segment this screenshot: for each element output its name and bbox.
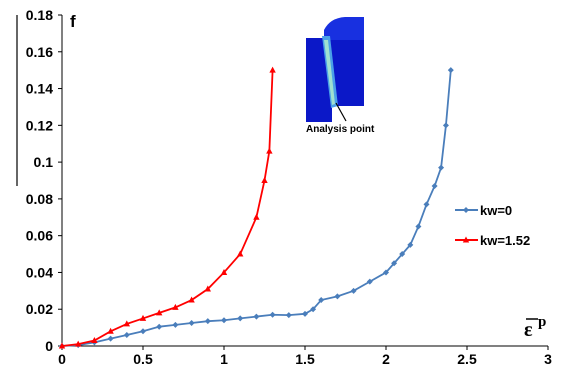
data-point-diamond	[140, 328, 146, 335]
data-point-triangle	[139, 314, 147, 321]
data-point-diamond	[431, 183, 438, 190]
data-point-triangle	[220, 268, 228, 275]
inset-shear-band-core	[324, 40, 335, 105]
data-point-triangle	[204, 285, 211, 292]
x-tick-label: 1.5	[295, 351, 315, 367]
series-1	[58, 66, 276, 349]
y-tick-label: 0.1	[34, 154, 54, 170]
data-point-diamond	[350, 287, 357, 294]
inset-pointer-line	[335, 102, 347, 122]
data-point-diamond	[204, 318, 211, 325]
data-point-diamond	[391, 260, 398, 267]
x-tick-label: 2	[382, 351, 390, 367]
data-point-diamond	[438, 164, 445, 171]
data-point-triangle	[266, 147, 273, 154]
data-point-diamond	[423, 201, 430, 208]
data-point-diamond	[107, 335, 114, 342]
x-axis-label-superscript: p	[538, 314, 546, 330]
x-axis-label: ε p	[524, 314, 546, 341]
data-point-diamond	[447, 67, 454, 74]
inset-image: Analysis point	[306, 17, 375, 135]
y-tick-label: 0.04	[26, 264, 53, 280]
data-point-diamond	[221, 317, 227, 324]
data-point-diamond	[415, 223, 422, 230]
x-axis-label-symbol: ε	[524, 319, 533, 341]
x-tick-label: 0.5	[133, 351, 153, 367]
data-point-diamond	[334, 293, 341, 300]
inset-part-lower	[306, 80, 332, 122]
data-point-diamond	[407, 241, 414, 248]
y-tick-label: 0.02	[26, 301, 53, 317]
series-line	[61, 70, 452, 347]
y-tick-label: 0.08	[26, 191, 53, 207]
legend-label: kw=0	[480, 203, 512, 218]
data-point-diamond	[366, 278, 373, 285]
inset-part-top	[324, 17, 364, 40]
legend-item: kw=1.52	[455, 233, 530, 248]
data-point-diamond	[269, 311, 276, 318]
series-line	[61, 70, 274, 347]
data-point-triangle	[462, 236, 470, 243]
x-tick-label: 0	[58, 351, 66, 367]
data-point-triangle	[75, 340, 82, 347]
data-point-triangle	[91, 336, 98, 343]
data-point-triangle	[188, 296, 195, 303]
data-point-diamond	[399, 251, 406, 258]
inset-annotation: Analysis point	[306, 124, 375, 135]
data-point-diamond	[188, 320, 195, 327]
data-point-diamond	[123, 331, 130, 338]
y-axis-label: f	[70, 12, 76, 31]
y-tick-label: 0.18	[26, 7, 53, 23]
data-point-diamond	[310, 306, 317, 313]
x-tick-label: 2.5	[457, 351, 477, 367]
x-tick-label: 3	[544, 351, 552, 367]
data-point-triangle	[253, 213, 260, 220]
x-tick-label: 1	[220, 351, 228, 367]
data-point-diamond	[302, 310, 308, 317]
y-tick-label: 0.06	[26, 228, 53, 244]
data-point-diamond	[442, 122, 449, 129]
data-point-diamond	[285, 312, 292, 319]
data-point-diamond	[237, 315, 244, 322]
data-point-triangle	[237, 250, 244, 257]
y-tick-label: 0.16	[26, 44, 53, 60]
legend-label: kw=1.52	[480, 233, 530, 248]
y-tick-label: 0	[45, 338, 53, 354]
data-point-diamond	[463, 207, 469, 213]
y-tick-label: 0.12	[26, 117, 53, 133]
data-point-triangle	[58, 342, 66, 349]
data-point-triangle	[107, 327, 114, 334]
data-point-diamond	[172, 321, 179, 328]
series-0	[59, 67, 454, 349]
data-point-triangle	[156, 309, 163, 316]
data-point-diamond	[156, 323, 163, 330]
data-point-triangle	[269, 66, 276, 73]
legend-item: kw=0	[455, 203, 512, 218]
data-point-triangle	[261, 177, 268, 183]
data-point-triangle	[123, 320, 130, 327]
data-point-diamond	[383, 269, 389, 276]
data-point-diamond	[253, 313, 260, 320]
data-point-diamond	[318, 297, 325, 304]
data-point-triangle	[172, 303, 179, 310]
y-tick-label: 0.14	[26, 81, 53, 97]
